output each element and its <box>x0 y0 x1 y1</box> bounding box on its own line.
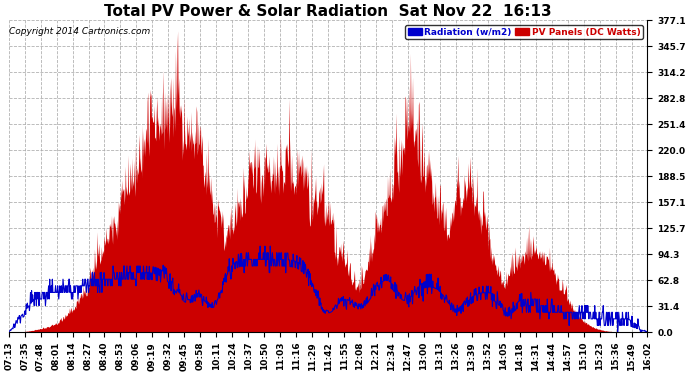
Title: Total PV Power & Solar Radiation  Sat Nov 22  16:13: Total PV Power & Solar Radiation Sat Nov… <box>104 4 552 19</box>
Legend: Radiation (w/m2), PV Panels (DC Watts): Radiation (w/m2), PV Panels (DC Watts) <box>405 25 643 39</box>
Text: Copyright 2014 Cartronics.com: Copyright 2014 Cartronics.com <box>9 27 150 36</box>
